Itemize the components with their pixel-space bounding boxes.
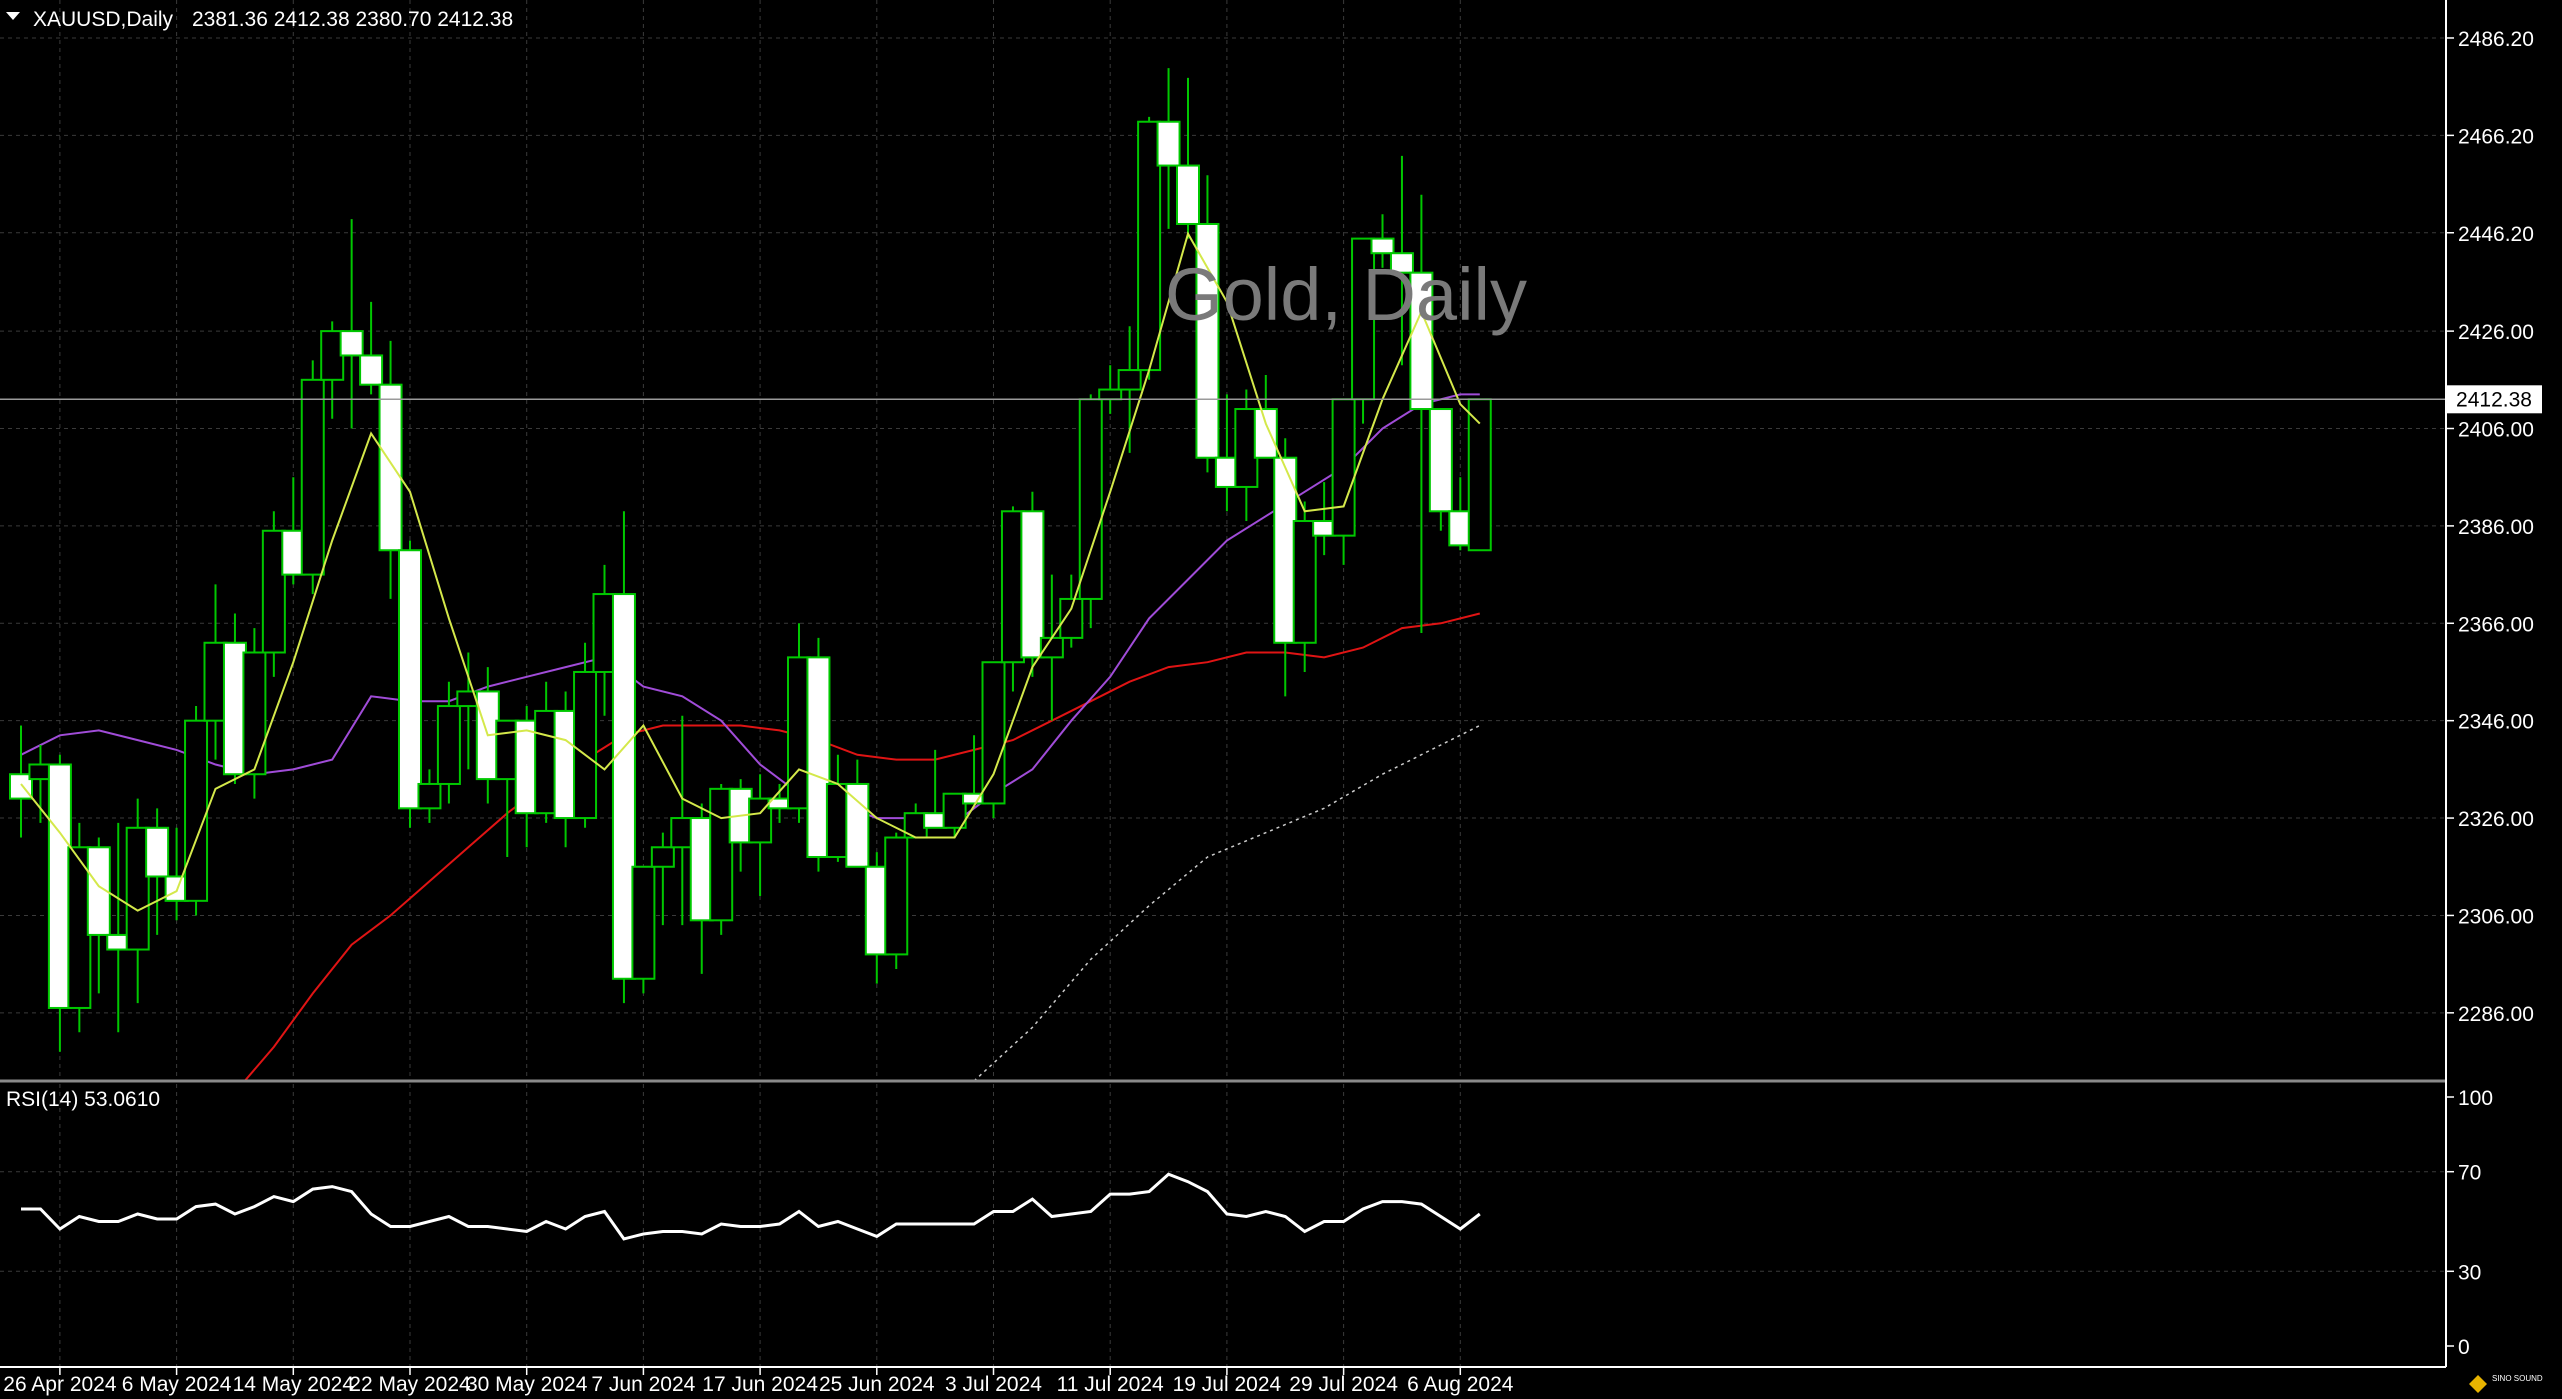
candle-bull xyxy=(709,787,734,922)
time-tick-label: 14 May 2024 xyxy=(233,1373,355,1396)
ohlc-values: 2381.36 2412.38 2380.70 2412.38 xyxy=(192,8,513,31)
time-tick-label: 30 May 2024 xyxy=(466,1373,588,1396)
candle-bull xyxy=(1039,636,1064,659)
price-tick-label: 2406.00 xyxy=(2458,419,2534,442)
time-tick-label: 11 Jul 2024 xyxy=(1057,1373,1164,1396)
candle-bear xyxy=(1409,271,1434,411)
price-tick-label: 2346.00 xyxy=(2458,711,2534,734)
price-tick-label: 2286.00 xyxy=(2458,1003,2534,1026)
last-price-label: 2412.38 xyxy=(2456,388,2532,411)
candle-bull xyxy=(1467,398,1492,552)
candle-bull xyxy=(981,661,1006,805)
candle-bull xyxy=(184,719,209,902)
rsi-grid xyxy=(0,1084,2446,1367)
candle-bear xyxy=(9,773,33,800)
last-price-tag: 2412.38 xyxy=(2446,385,2542,414)
candle-bull xyxy=(1331,398,1356,537)
candle-bear xyxy=(1176,164,1200,225)
candle-bull xyxy=(436,705,461,785)
price-tick-label: 2326.00 xyxy=(2458,808,2534,831)
time-tick-label: 29 Jul 2024 xyxy=(1289,1373,1398,1396)
candle-bear xyxy=(86,846,111,936)
price-tick-label: 2386.00 xyxy=(2458,516,2534,539)
candle-bear xyxy=(359,354,384,386)
price-tick-label: 2426.00 xyxy=(2458,321,2534,344)
time-tick-label: 6 Aug 2024 xyxy=(1407,1373,1514,1396)
ma-slow-polyline xyxy=(243,612,1481,1082)
price-tick-label: 2366.00 xyxy=(2458,613,2534,636)
time-tick-label: 6 May 2024 xyxy=(122,1373,232,1396)
rsi-polyline xyxy=(21,1172,1481,1241)
candle-bull xyxy=(1292,520,1317,644)
ma-mid-line xyxy=(20,393,1480,824)
candle-bull xyxy=(242,651,267,776)
candle-bull xyxy=(631,865,656,980)
price-tick-label: 2466.20 xyxy=(2458,125,2534,148)
candle-bull xyxy=(125,826,150,951)
candle-bull xyxy=(417,782,442,810)
candle-bull xyxy=(942,792,967,829)
candle-bear xyxy=(845,782,870,868)
candle-bull xyxy=(1117,369,1142,391)
candle-bear xyxy=(145,826,170,878)
candle-bear xyxy=(611,593,636,980)
price-axis: 2286.00 2306.00 2326.00 2346.00 2366.00 2386.… xyxy=(2446,28,2534,1026)
candle-bear xyxy=(378,383,403,552)
candle-bear xyxy=(1156,120,1181,167)
candle-bear xyxy=(1020,510,1045,659)
time-tick-label: 22 May 2024 xyxy=(349,1373,471,1396)
candle-bull xyxy=(261,529,286,654)
candle-bear xyxy=(1253,408,1278,459)
rsi-tick-label: 70 xyxy=(2458,1162,2481,1185)
candle-bull xyxy=(573,670,598,820)
time-tick-label: 26 Apr 2024 xyxy=(3,1373,117,1396)
candle-bull xyxy=(1098,388,1123,401)
time-tick-label: 19 Jul 2024 xyxy=(1173,1373,1282,1396)
symbol-timeframe: XAUUSD,Daily xyxy=(33,8,174,31)
candle-bear xyxy=(806,656,831,859)
time-tick-label: 25 Jun 2024 xyxy=(819,1373,935,1396)
time-tick-label: 17 Jun 2024 xyxy=(702,1373,818,1396)
rsi-tick-label: 0 xyxy=(2458,1336,2470,1359)
brand-logo: SINO SOUND xyxy=(2469,1374,2543,1393)
rsi-tick-label: 100 xyxy=(2458,1087,2493,1110)
diamond-logo-icon xyxy=(2469,1375,2487,1393)
price-tick-label: 2486.20 xyxy=(2458,28,2534,51)
candle-bear xyxy=(1428,408,1453,513)
candle-bear xyxy=(1389,252,1414,274)
chart-watermark: Gold, Daily xyxy=(1165,253,1527,336)
rsi-line xyxy=(21,1172,1481,1241)
candles-group xyxy=(9,68,1492,1052)
ma-fast-polyline xyxy=(20,231,1481,912)
candle-bull xyxy=(748,797,773,844)
brand-logo-text: SINO SOUND xyxy=(2492,1374,2543,1383)
price-tick-label: 2446.20 xyxy=(2458,223,2534,246)
chart-header: XAUUSD,Daily 2381.36 2412.38 2380.70 241… xyxy=(6,8,513,31)
chart-grid xyxy=(0,0,2446,1081)
ma-slow-line xyxy=(243,612,1481,1082)
rsi-tick-label: 30 xyxy=(2458,1261,2481,1284)
ma-fast-line xyxy=(20,231,1481,912)
time-tick-label: 7 Jun 2024 xyxy=(591,1373,695,1396)
ma-mid-polyline xyxy=(20,393,1480,824)
candle-bear xyxy=(398,549,422,810)
candle-bull xyxy=(1078,398,1103,600)
rsi-label: RSI(14) 53.0610 xyxy=(6,1088,160,1111)
triangle-down-icon[interactable] xyxy=(6,12,20,20)
candle-bear xyxy=(1370,237,1395,255)
time-tick-label: 3 Jul 2024 xyxy=(945,1373,1042,1396)
candle-bull xyxy=(884,836,909,956)
candle-bull xyxy=(1059,597,1084,639)
candle-bull xyxy=(300,378,325,576)
candle-bull xyxy=(650,846,675,868)
rsi-axis: 0 30 70 100 xyxy=(2446,1087,2493,1359)
price-tick-label: 2306.00 xyxy=(2458,905,2534,928)
candle-bear xyxy=(339,330,364,357)
